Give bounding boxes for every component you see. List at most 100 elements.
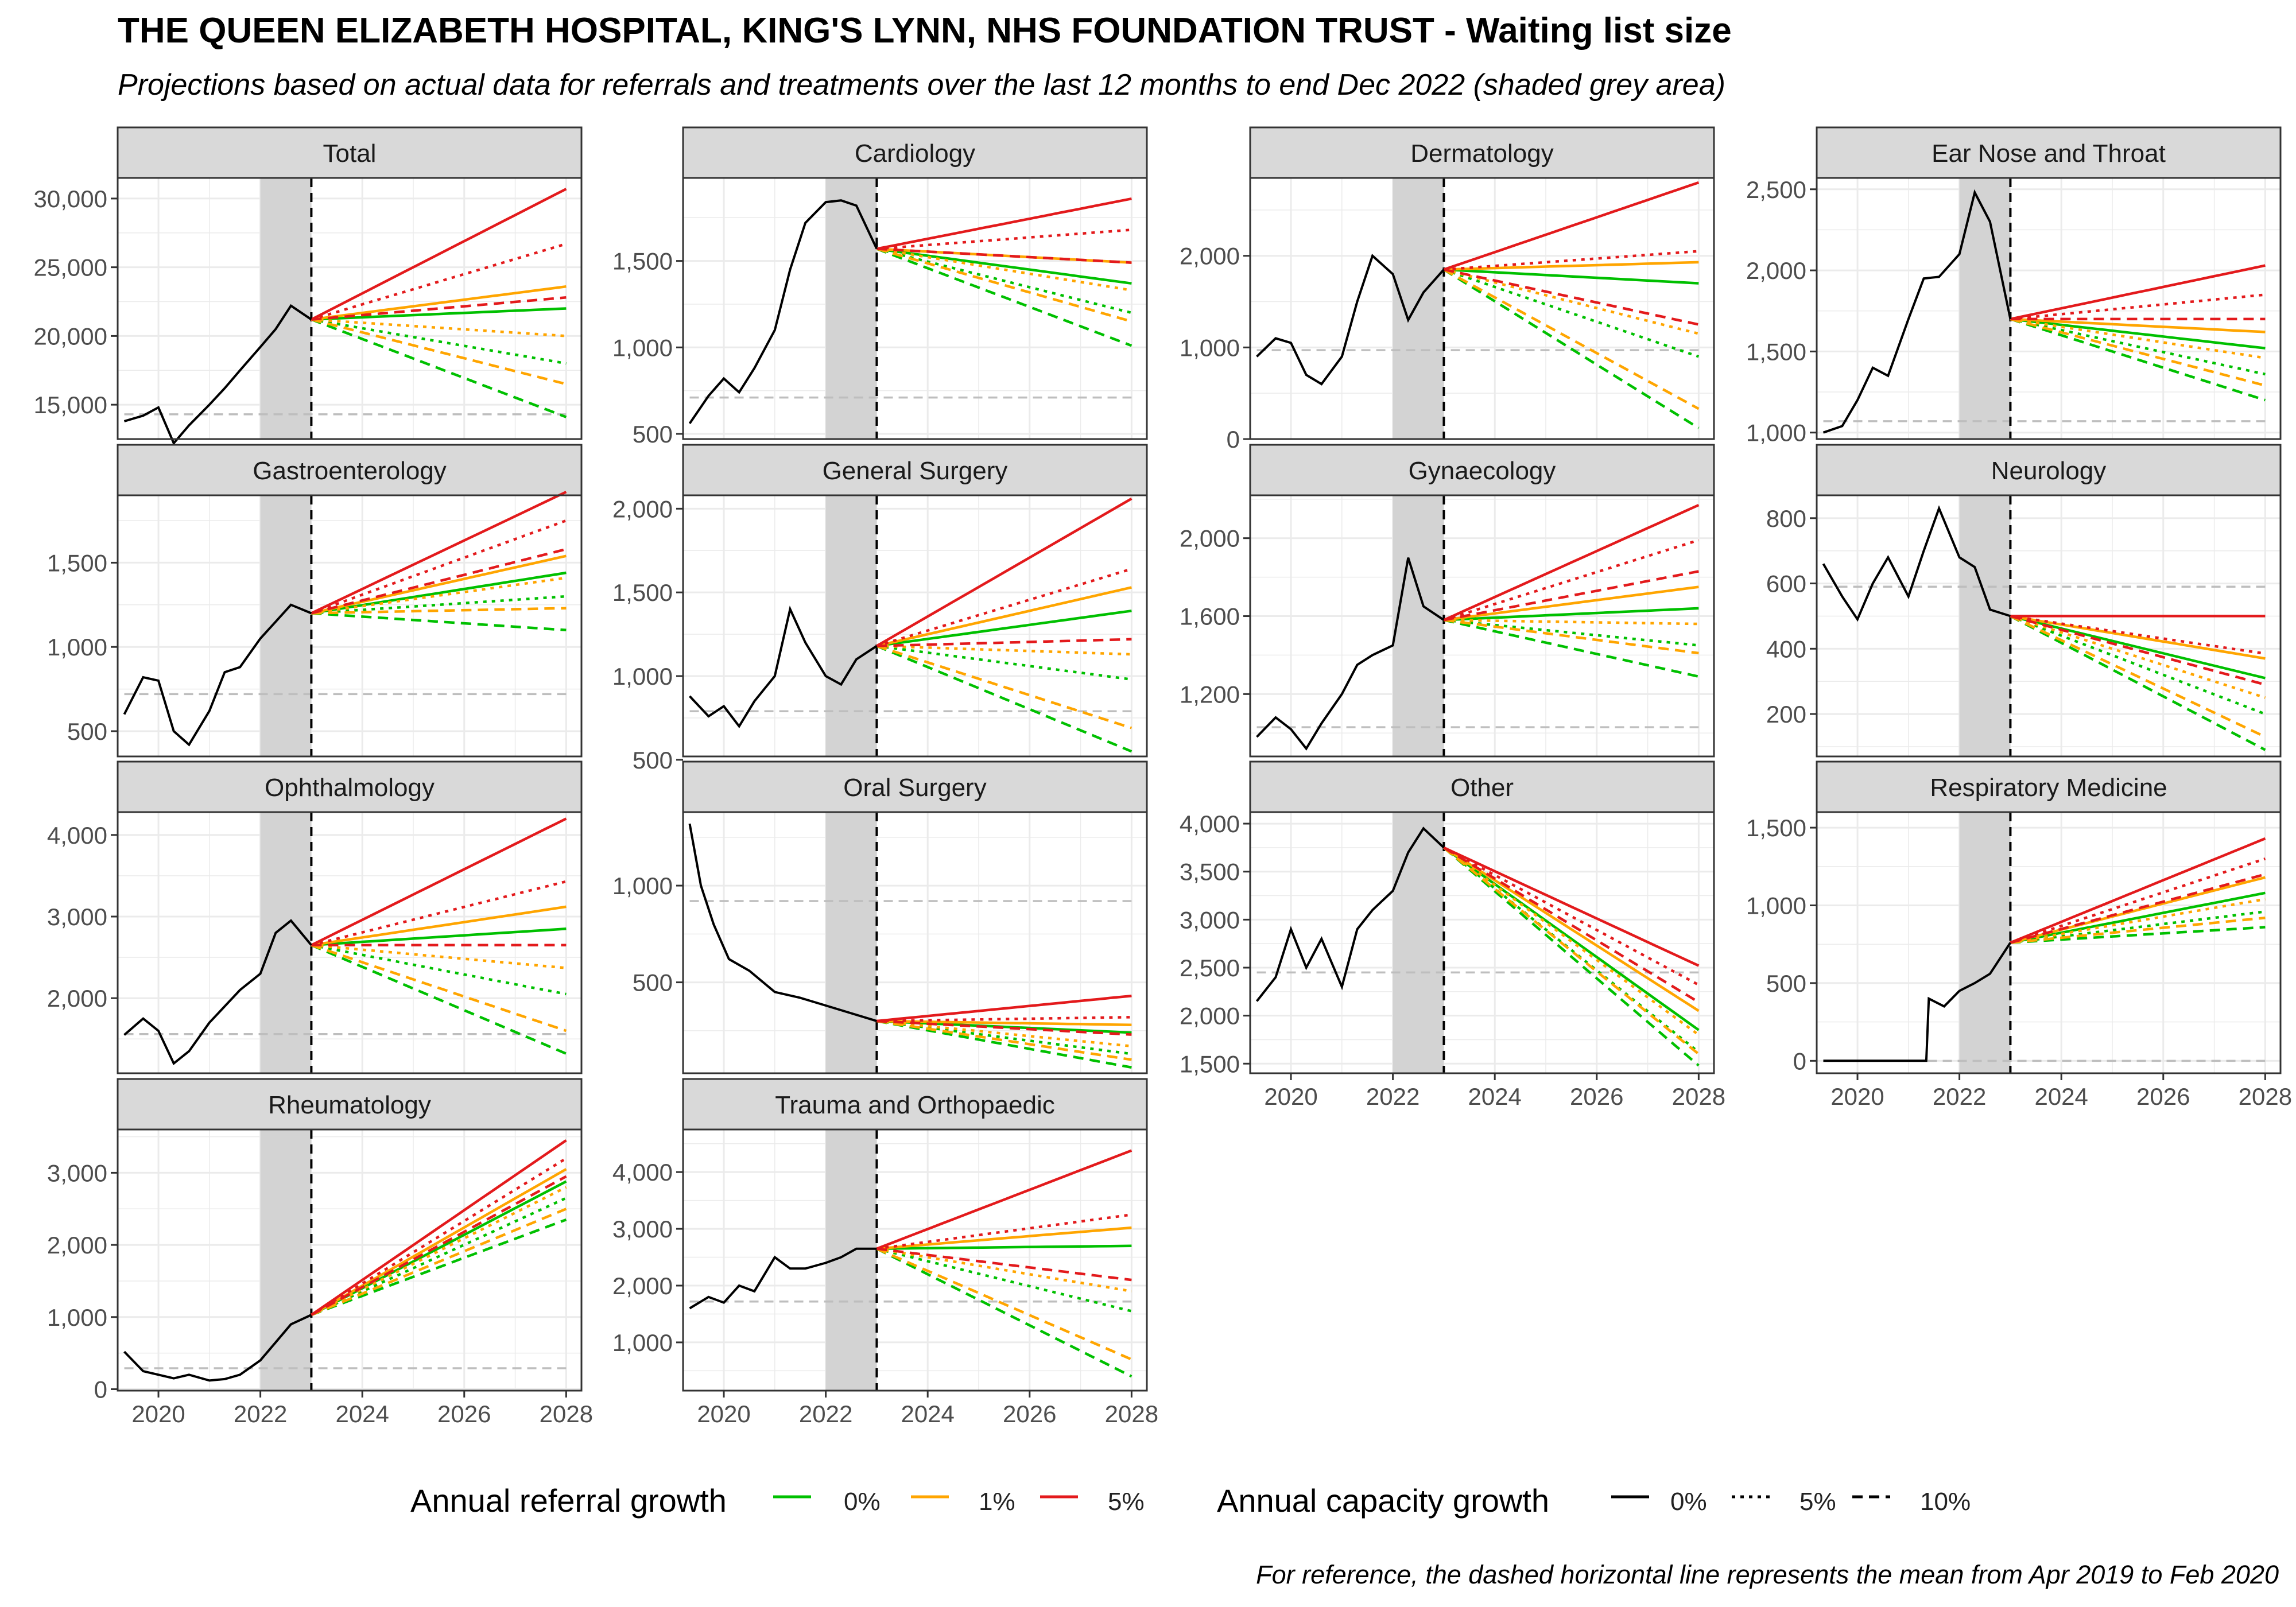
y-tick-label: 2,000 (1180, 525, 1240, 552)
actual-data-line (123, 603, 312, 747)
actual-data-line (689, 605, 878, 729)
facet-panel: Cardiology 500 1,000 1,500 (612, 126, 1148, 448)
x-tick-label: 2020 (1264, 1083, 1317, 1110)
projection-line (876, 247, 1132, 285)
x-tick-label: 2024 (901, 1400, 954, 1427)
projection-line (311, 318, 567, 386)
legend-label: 0% (844, 1488, 881, 1516)
projection-line (2010, 916, 2266, 944)
legend-label: 5% (1108, 1488, 1145, 1516)
x-tick-label: 2022 (799, 1400, 852, 1427)
facet-strip-label: Other (1450, 774, 1514, 802)
actual-data-line (1256, 557, 1445, 751)
actual-data-line (1255, 826, 1445, 1002)
projection-line (311, 1168, 567, 1316)
projection-line (2010, 317, 2266, 402)
projection-line (2010, 317, 2266, 350)
actual-data-line (689, 1247, 877, 1310)
projection-line (311, 519, 567, 615)
facet-strip-label: Gastroenterology (253, 457, 447, 485)
projection-line (1444, 268, 1699, 285)
facet-panel: Gynaecology 1,200 1,600 2,000 (1180, 444, 1715, 758)
legend-referral-title: Annual referral growth (410, 1482, 727, 1519)
projection-line (876, 568, 1133, 647)
y-tick-label: 2,000 (1180, 1003, 1240, 1030)
y-tick-label: 1,200 (1180, 681, 1240, 708)
facet-strip-label: Ophthalmology (265, 774, 435, 802)
y-tick-label: 500 (633, 421, 673, 448)
projection-line (311, 1157, 567, 1316)
x-tick-label: 2022 (234, 1400, 287, 1427)
panel-border (1816, 811, 2282, 1074)
y-tick-label: 1,000 (1180, 334, 1240, 361)
shaded-period (260, 1129, 312, 1391)
x-tick-label: 2028 (2239, 1083, 2292, 1110)
y-tick-label: 1,000 (47, 1304, 107, 1331)
y-tick-label: 1,500 (47, 549, 107, 576)
actual-data-line (123, 304, 312, 445)
y-tick-label: 1,000 (612, 1329, 673, 1356)
actual-data-line (1256, 254, 1445, 386)
legend-label: 0% (1670, 1488, 1707, 1516)
projection-line (876, 247, 1133, 323)
projection-line (311, 285, 567, 321)
projection-line (2010, 837, 2266, 944)
actual-data-line (688, 823, 877, 1022)
projection-line (876, 1019, 1132, 1026)
legend-capacity-title: Annual capacity growth (1217, 1482, 1550, 1519)
facet-strip-label: Total (323, 139, 377, 168)
actual-data-line (688, 199, 878, 425)
facet-strip (682, 444, 1148, 496)
y-tick-label: 500 (1766, 970, 1806, 997)
y-tick-label: 4,000 (1180, 810, 1240, 837)
projection-line (2010, 857, 2266, 944)
legend-label: 5% (1799, 1488, 1836, 1516)
projection-line (311, 880, 567, 946)
panel-background (1817, 178, 2281, 439)
x-tick-label: 2022 (1366, 1083, 1420, 1110)
y-tick-label: 3,000 (47, 1159, 107, 1186)
projection-line (876, 1244, 1132, 1250)
facet-panel: Total 15,000 20,000 25,000 30,000 (34, 126, 583, 445)
projection-line (311, 296, 567, 321)
projection-line (876, 1019, 1132, 1061)
facet-strip-label: Rheumatology (268, 1091, 431, 1119)
panel-background (683, 1129, 1147, 1391)
y-tick-label: 800 (1766, 505, 1806, 532)
panel-background (1817, 812, 2281, 1073)
projection-line (2010, 317, 2266, 387)
panel-background (118, 1129, 581, 1391)
panel-background (1250, 178, 1714, 439)
y-tick-label: 1,000 (1746, 892, 1806, 919)
projection-line (1443, 268, 1700, 429)
projection-line (876, 610, 1132, 647)
facet-strip-label: Ear Nose and Throat (1932, 139, 2166, 168)
y-tick-label: 15,000 (34, 391, 107, 418)
x-tick-label: 2020 (697, 1400, 750, 1427)
panel-border (117, 811, 583, 1074)
projection-line (2010, 898, 2266, 944)
y-tick-label: 3,500 (1180, 859, 1240, 886)
facet-strip-label: Trauma and Orthopaedic (775, 1091, 1055, 1119)
projection-line (2010, 615, 2266, 686)
legend-key-dotted (1732, 1495, 1770, 1499)
chart-caption: For reference, the dashed horizontal lin… (1256, 1560, 2279, 1589)
y-tick-label: 400 (1766, 635, 1806, 662)
y-tick-label: 500 (633, 747, 673, 774)
facet-strip (1249, 444, 1715, 496)
projection-line (1442, 847, 1700, 1055)
facet-panel: Neurology 200 400 600 800 (1766, 444, 2282, 758)
shaded-period (825, 495, 877, 756)
facet-panel: Respiratory Medicine 0 500 1,000 1,500 2020 20… (1746, 760, 2292, 1110)
y-tick-label: 1,500 (1746, 338, 1806, 365)
projection-line (311, 318, 567, 418)
legend-label: 1% (979, 1488, 1015, 1516)
panel-border (117, 1128, 583, 1392)
projection-line (876, 1149, 1133, 1250)
projection-line (311, 1208, 567, 1317)
y-tick-label: 30,000 (34, 185, 107, 212)
projection-line (1444, 607, 1699, 622)
y-tick-label: 500 (67, 718, 107, 745)
projection-line (311, 1139, 567, 1316)
projection-line (2010, 615, 2266, 738)
